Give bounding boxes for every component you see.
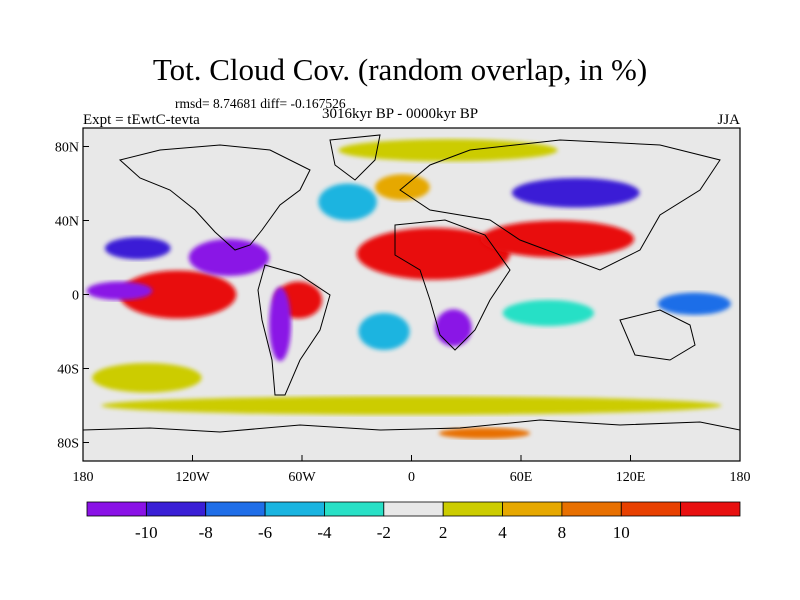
region-north-atlantic-decrease xyxy=(318,183,377,221)
colorbar-swatch xyxy=(502,501,563,517)
region-indian-ocean-decrease xyxy=(502,300,594,326)
region-siberia-decrease xyxy=(511,177,640,208)
colorbar-swatch xyxy=(620,501,682,517)
lon-tick-label: 60E xyxy=(510,470,533,485)
colorbar-swatch xyxy=(383,501,444,517)
lon-tick-label: 0 xyxy=(408,470,415,485)
coastlines xyxy=(83,134,740,433)
colorbar-swatch xyxy=(205,501,266,517)
colorbar-swatch xyxy=(561,501,622,517)
colorbar-label: 10 xyxy=(613,523,630,542)
colorbar-label: 2 xyxy=(439,523,448,542)
region-west-pacific-decrease xyxy=(657,292,731,315)
lat-tick-label: 40S xyxy=(57,363,79,378)
period-label: 3016kyr BP - 0000kyr BP xyxy=(322,106,479,122)
colorbar-swatch xyxy=(680,501,741,517)
colorbar-label: 4 xyxy=(498,523,507,542)
region-tropical-east-pacific-increase xyxy=(119,270,237,319)
colorbar-swatch xyxy=(442,501,503,517)
colorbar-label: -6 xyxy=(258,523,272,542)
colorbar-label: -8 xyxy=(199,523,213,542)
region-central-america-decrease xyxy=(188,239,270,276)
colorbar-swatch xyxy=(264,501,325,517)
map-title: Tot. Cloud Cov. (random overlap, in %) xyxy=(152,52,648,87)
south-america-coast xyxy=(257,264,331,396)
lon-tick-label: 120W xyxy=(175,470,210,485)
region-equatorial-pacific-decrease xyxy=(86,281,153,301)
season-label: JJA xyxy=(717,112,740,128)
region-south-pacific-increase xyxy=(92,362,202,393)
region-southern-ocean-increase xyxy=(101,396,722,415)
region-pacific-northwest-decrease xyxy=(104,237,171,260)
africa-coast xyxy=(394,219,511,351)
lat-tick-label: 80N xyxy=(55,141,79,156)
lon-tick-label: 120E xyxy=(616,470,646,485)
eurasia-coast xyxy=(399,139,721,271)
australia-coast xyxy=(619,309,696,361)
colorbar-label: -4 xyxy=(317,523,332,542)
colorbar-label: -2 xyxy=(377,523,391,542)
region-south-atlantic-decrease xyxy=(358,313,410,350)
north-america-coast xyxy=(118,144,311,251)
colorbar-swatch xyxy=(145,501,207,517)
colorbar-swatch xyxy=(324,501,385,517)
antarctica-coast xyxy=(83,419,740,433)
colorbar-label: -10 xyxy=(135,523,158,542)
experiment-label: Expt = tEwtC-tevta xyxy=(83,112,200,128)
greenland-coast xyxy=(329,134,381,181)
lon-tick-label: 180 xyxy=(73,470,94,485)
lon-tick-label: 180 xyxy=(730,470,751,485)
lat-tick-label: 40N xyxy=(55,215,79,230)
lon-tick-label: 60W xyxy=(288,470,316,485)
region-europe-increase xyxy=(375,174,430,201)
colorbar-label: 8 xyxy=(558,523,567,542)
stats-text: rmsd= 8.74681 diff= -0.167526 xyxy=(175,96,346,111)
lat-tick-label: 80S xyxy=(57,437,79,452)
region-antarctic-coast-mixed xyxy=(438,427,531,439)
lat-tick-label: 0 xyxy=(72,289,79,304)
region-asia-increase xyxy=(480,220,635,258)
region-andes-decrease xyxy=(269,287,292,362)
region-arctic-increase xyxy=(338,139,558,162)
region-southern-africa-decrease xyxy=(435,309,472,347)
colorbar-swatch xyxy=(86,501,147,517)
